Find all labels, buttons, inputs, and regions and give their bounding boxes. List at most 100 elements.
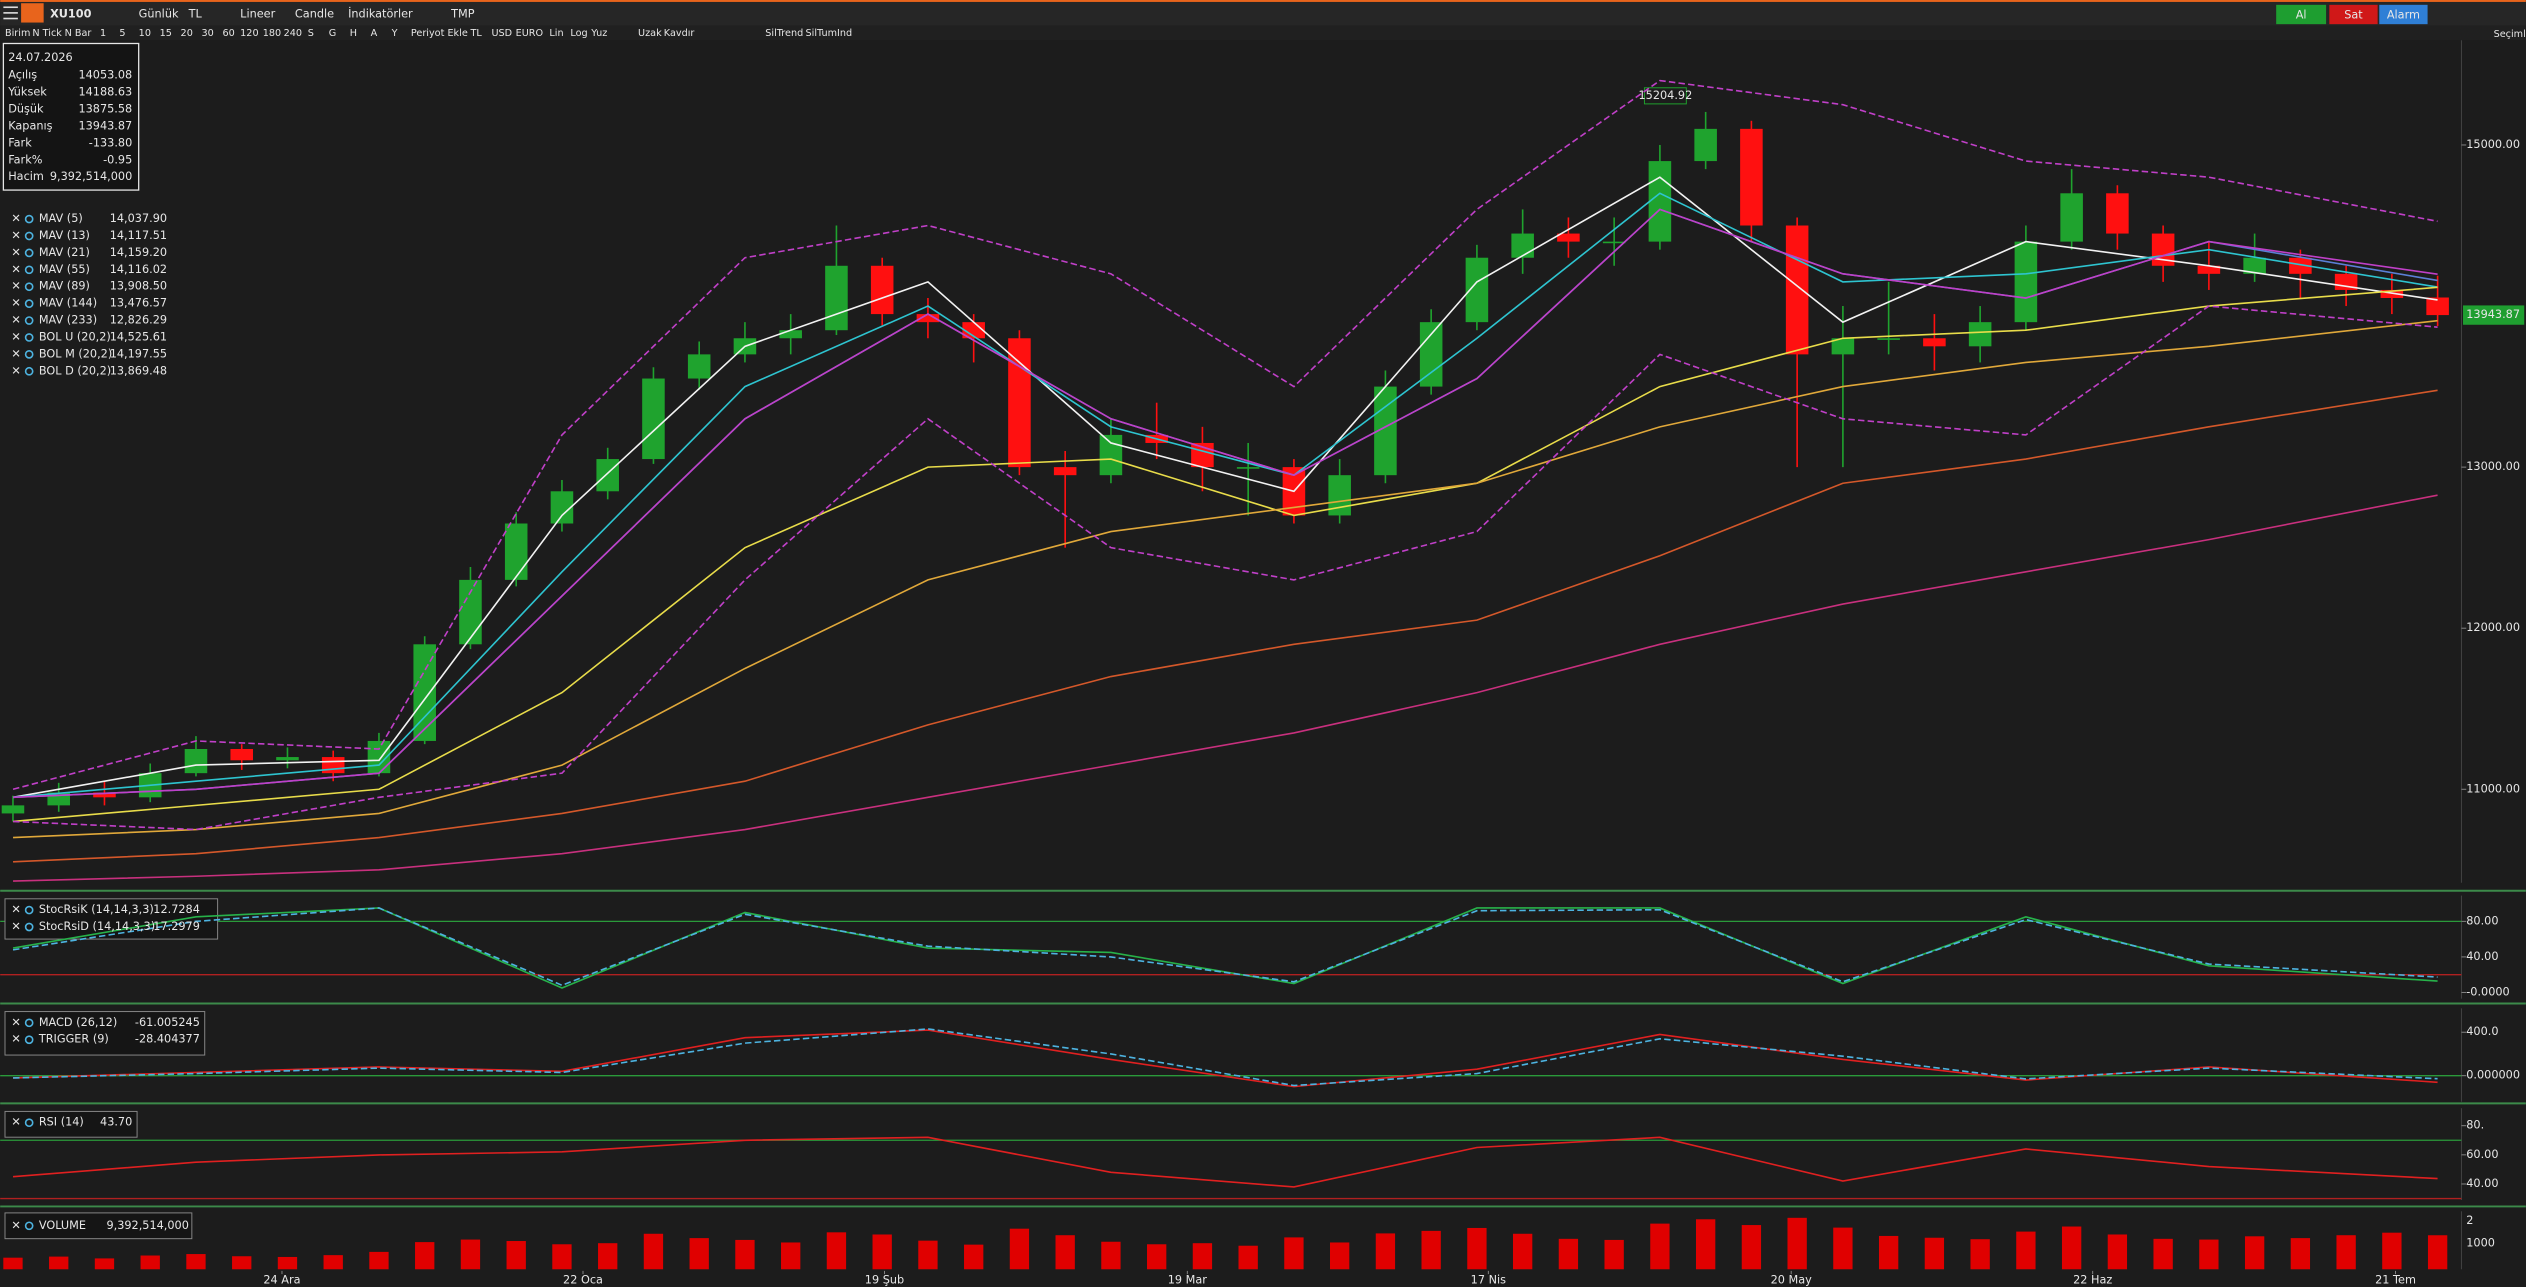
subbar-item[interactable]: 10 [139,28,151,39]
subbar-item[interactable]: A [371,28,378,39]
info-label: Kapanış [8,119,52,132]
volume-bar [2016,1231,2036,1270]
subbar-item[interactable]: 180 [263,28,281,39]
legend-close[interactable]: ✕ [11,212,20,225]
subbar-item[interactable]: USD [491,28,512,39]
legend-toggle[interactable] [24,282,34,292]
subbar-item[interactable]: 20 [181,28,193,39]
subbar-item[interactable]: 60 [222,28,234,39]
legend-close[interactable]: ✕ [11,1116,20,1129]
y-tick-label: 40.00 [2466,950,2498,963]
legend-close[interactable]: ✕ [11,330,20,343]
subbar-item[interactable]: SilTrend [765,28,803,39]
subbar-item[interactable]: EURO [516,28,544,39]
legend-close[interactable]: ✕ [11,263,20,276]
legend-toggle[interactable] [24,366,34,376]
alarm-button[interactable] [2379,4,2428,25]
symbol[interactable]: XU100 [50,7,92,20]
legend-close[interactable]: ✕ [11,903,20,916]
subbar-item[interactable]: G [329,28,336,39]
legend-value: 14,116.02 [110,263,167,276]
subbar-item[interactable]: Birim [5,28,30,39]
legend-close[interactable]: ✕ [11,314,20,327]
volume-bar [94,1258,115,1270]
buy-button[interactable] [2276,4,2327,25]
subbar-item[interactable]: Periyot Ekle [411,28,468,39]
legend-close[interactable]: ✕ [11,347,20,360]
subbar-item[interactable]: 120 [240,28,258,39]
legend-toggle[interactable] [24,248,34,258]
candle-body [413,644,436,741]
volume-bar [415,1242,435,1270]
subbar-item[interactable]: 15 [160,28,172,39]
legend-toggle[interactable] [24,1118,34,1128]
legend-close[interactable]: ✕ [11,920,20,933]
last-price-label: 13943.87 [2466,308,2520,321]
legend-toggle[interactable] [24,1221,34,1231]
legend-close[interactable]: ✕ [11,280,20,293]
buy-label: Al [2296,8,2307,21]
legend-box [4,1110,138,1138]
selections[interactable]: Seçimle [2494,29,2526,40]
volume-bar [1833,1227,1853,1270]
chart-style[interactable]: Candle [295,7,334,20]
volume-bar [1695,1219,1716,1270]
subbar-item[interactable]: Lin [549,28,563,39]
y-tick-label: 1000 [2466,1237,2495,1250]
subbar-item[interactable]: N Tick [32,28,62,39]
legend-close[interactable]: ✕ [11,364,20,377]
volume-bar [2199,1239,2219,1270]
subbar-item[interactable]: Y [391,28,398,39]
legend-toggle[interactable] [24,1035,34,1045]
subbar-item[interactable]: Yuz [590,28,607,39]
sell-button[interactable] [2329,4,2378,25]
currency[interactable]: TL [188,7,203,20]
x-tick-label: 19 Şub [865,1274,904,1287]
legend-close[interactable]: ✕ [11,297,20,310]
legend-toggle[interactable] [24,214,34,224]
subbar-item[interactable]: N Bar [65,28,92,39]
candle-body [779,330,802,339]
legend-toggle[interactable] [24,231,34,241]
candle-body [1,805,25,814]
volume-bar [781,1242,801,1270]
period[interactable]: Günlük [139,7,179,20]
volume-bar [1375,1233,1396,1270]
subbar-item[interactable]: Kavdır [664,28,695,39]
legend-toggle[interactable] [24,905,34,915]
subbar-item[interactable]: 240 [284,28,302,39]
scale[interactable]: Lineer [240,7,275,20]
menu-icon[interactable] [3,6,18,9]
subbar-item[interactable]: SilTumInd [806,28,853,39]
legend-close[interactable]: ✕ [11,1016,20,1029]
subbar-item[interactable]: 1 [100,28,106,39]
x-tick-label: 20 May [1771,1274,1813,1287]
indicators[interactable]: İndikatörler [348,7,413,20]
subbar-item[interactable]: 5 [119,28,125,39]
legend-toggle[interactable] [24,316,34,325]
legend-close[interactable]: ✕ [11,246,20,259]
x-tick-label: 19 Mar [1168,1274,1208,1287]
subbar-item[interactable]: S [308,28,314,39]
legend-toggle[interactable] [24,1018,34,1028]
legend-toggle[interactable] [24,350,34,359]
legend-close[interactable]: ✕ [11,229,20,242]
volume-bar [1238,1245,1258,1270]
legend-toggle[interactable] [24,333,34,342]
legend-toggle[interactable] [24,299,34,308]
legend-toggle[interactable] [24,265,34,275]
subbar [0,25,2526,41]
template[interactable]: TMP [450,7,475,20]
candle-body [459,579,482,645]
subbar-item[interactable]: Uzak [638,28,662,39]
legend-close[interactable]: ✕ [11,1219,20,1232]
legend-toggle[interactable] [24,922,34,932]
series-line [13,1029,2438,1088]
subbar-item[interactable]: Log [570,28,587,39]
subbar-item[interactable]: TL [470,28,483,39]
info-rows: Açılış 14053.08 Yüksek 14188.63 Düşük 13875.5… [7,69,132,183]
subbar-item[interactable]: 30 [202,28,214,39]
subbar-item[interactable]: H [350,28,357,39]
legend-close[interactable]: ✕ [11,1033,20,1046]
